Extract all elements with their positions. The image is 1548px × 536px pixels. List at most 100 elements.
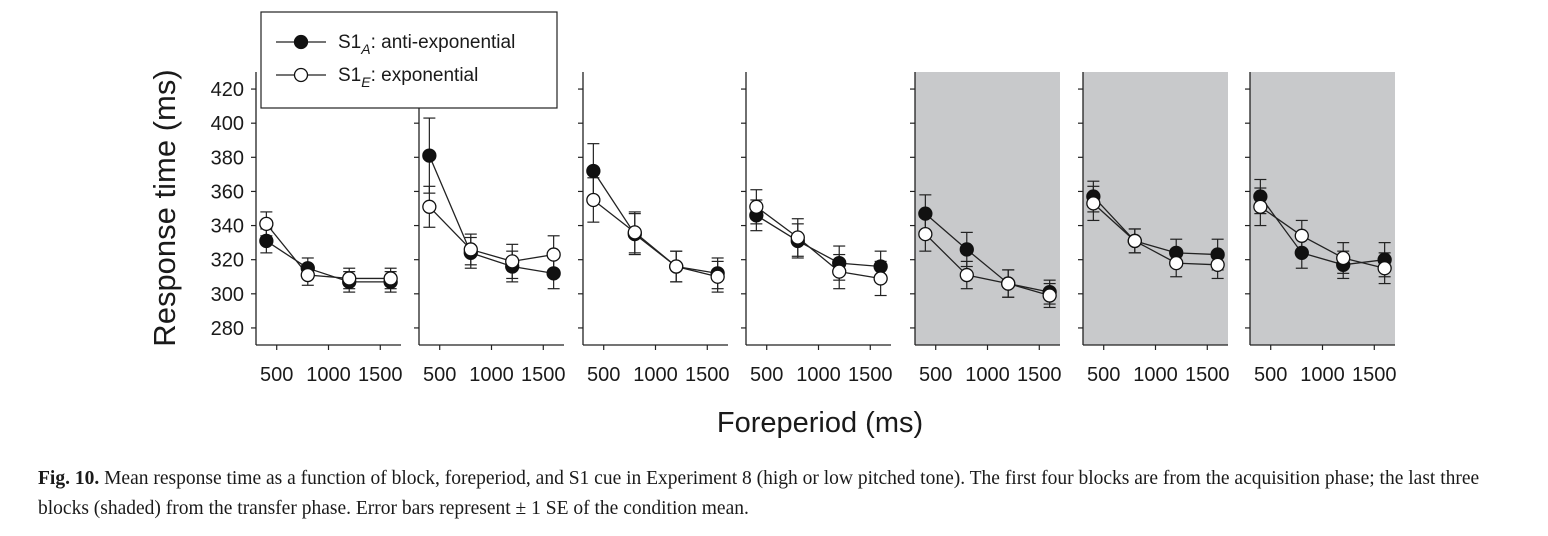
- caption-text: Mean response time as a function of bloc…: [38, 468, 1480, 519]
- series-line-filled: [592, 170, 718, 274]
- data-point-filled: [1294, 245, 1309, 261]
- x-tick-label: 1500: [1017, 364, 1062, 386]
- panel-block-5: 500 1000 1500: [910, 72, 1062, 386]
- series-line-filled: [1259, 196, 1385, 266]
- data-point-open: [749, 199, 764, 214]
- y-tick-label: 360: [211, 181, 244, 203]
- x-tick-label: 500: [919, 364, 952, 386]
- data-point-open: [1210, 257, 1225, 272]
- x-tick-label: 500: [423, 364, 456, 386]
- legend-label: S1E: exponential: [338, 65, 478, 90]
- y-tick-label: 300: [211, 284, 244, 306]
- data-point-open: [959, 267, 974, 283]
- data-point-open: [342, 271, 357, 286]
- x-axis-label: Foreperiod (ms): [717, 407, 923, 439]
- legend-item-filled: S1A: anti-exponential: [276, 32, 515, 57]
- y-tick-label: 400: [211, 113, 244, 135]
- legend-item-open: S1E: exponential: [276, 65, 478, 90]
- y-axis-label: Response time (ms): [147, 69, 182, 346]
- x-tick-label: 1500: [358, 364, 403, 386]
- panel-block-3: 500 1000 1500: [578, 72, 730, 386]
- panel-block-7: 500 1000 1500: [1245, 72, 1397, 386]
- x-tick-label: 1000: [1300, 364, 1345, 386]
- x-tick-label: 500: [1087, 364, 1120, 386]
- x-tick-label: 1000: [306, 364, 351, 386]
- series-line-open: [428, 206, 554, 263]
- data-point-open: [546, 247, 561, 262]
- legend-marker: [293, 34, 309, 50]
- data-point-open: [1001, 276, 1016, 291]
- data-point-open: [422, 199, 437, 214]
- series-line-open: [1259, 206, 1385, 269]
- x-tick-label: 1000: [1133, 364, 1178, 386]
- x-tick-label: 1500: [848, 364, 893, 386]
- series-line-filled: [1092, 196, 1218, 256]
- x-tick-label: 1500: [685, 364, 730, 386]
- data-point-open: [790, 230, 805, 245]
- data-point-open: [1169, 255, 1184, 271]
- data-point-filled: [873, 259, 888, 274]
- data-point-filled: [422, 148, 437, 163]
- data-point-open: [505, 254, 520, 269]
- data-point-open: [586, 192, 601, 208]
- x-tick-label: 1500: [1352, 364, 1397, 386]
- x-tick-label: 500: [260, 364, 293, 386]
- data-point-open: [463, 242, 478, 257]
- legend-box: [260, 11, 558, 109]
- panel-block-4: 500 1000 1500: [741, 72, 893, 386]
- data-point-open: [300, 267, 315, 283]
- data-point-open: [918, 226, 933, 242]
- series-line-filled: [756, 214, 881, 268]
- y-tick-label: 420: [211, 79, 244, 101]
- legend: S1A: anti-exponential S1E: exponential: [260, 11, 558, 109]
- data-point-open: [383, 271, 398, 286]
- panel-block-6: 500 1000 1500: [1078, 72, 1230, 386]
- data-point-open: [832, 264, 847, 279]
- y-tick-label: 280: [211, 318, 244, 340]
- series-line-filled: [428, 155, 554, 274]
- data-point-open: [627, 225, 642, 240]
- data-point-filled: [586, 163, 601, 179]
- series-line-filled: [924, 213, 1050, 293]
- panel-shading: [1083, 72, 1228, 345]
- x-tick-label: 1000: [633, 364, 678, 386]
- series-line-open: [924, 233, 1050, 297]
- data-point-open: [873, 271, 888, 286]
- x-tick-label: 500: [587, 364, 620, 386]
- x-tick-label: 1500: [1185, 364, 1230, 386]
- x-tick-label: 1000: [965, 364, 1010, 386]
- series-line-open: [265, 223, 391, 280]
- legend-marker: [293, 67, 309, 83]
- x-tick-label: 1000: [796, 364, 841, 386]
- x-tick-label: 1500: [521, 364, 566, 386]
- figure-chart: 280 300 320 340 360 380 400 420 500 1000 1500 500 10…: [147, 11, 1397, 439]
- data-point-filled: [546, 266, 561, 281]
- series-line-open: [755, 206, 881, 280]
- data-point-open: [1253, 199, 1268, 214]
- panel-block-2: 500 1000 1500: [414, 72, 566, 386]
- chart-panels: 280 300 320 340 360 380 400 420 500 1000 1500 500 10…: [211, 72, 1397, 386]
- series-line-filled: [265, 240, 391, 283]
- caption-label: Fig. 10.: [38, 468, 100, 489]
- panel-shading: [915, 72, 1060, 345]
- series-line-open: [1092, 202, 1218, 266]
- figure-caption: Fig. 10. Mean response time as a functio…: [38, 464, 1518, 524]
- legend-label: S1A: anti-exponential: [338, 32, 515, 57]
- data-point-open: [710, 269, 725, 284]
- data-point-filled: [259, 233, 274, 249]
- data-point-filled: [918, 206, 933, 221]
- data-point-open: [1042, 288, 1057, 303]
- panel-shading: [1250, 72, 1395, 345]
- panel-block-1: 280 300 320 340 360 380 400 420 500 1000 1500: [211, 72, 403, 386]
- x-tick-label: 500: [1254, 364, 1287, 386]
- y-tick-label: 380: [211, 147, 244, 169]
- data-point-open: [1377, 261, 1392, 276]
- data-point-filled: [959, 242, 974, 257]
- y-tick-label: 340: [211, 216, 244, 238]
- data-point-open: [1127, 233, 1142, 249]
- data-point-open: [1294, 228, 1309, 243]
- data-point-open: [669, 259, 684, 274]
- data-point-open: [1086, 196, 1101, 211]
- y-tick-label: 320: [211, 250, 244, 272]
- x-tick-label: 1000: [469, 364, 514, 386]
